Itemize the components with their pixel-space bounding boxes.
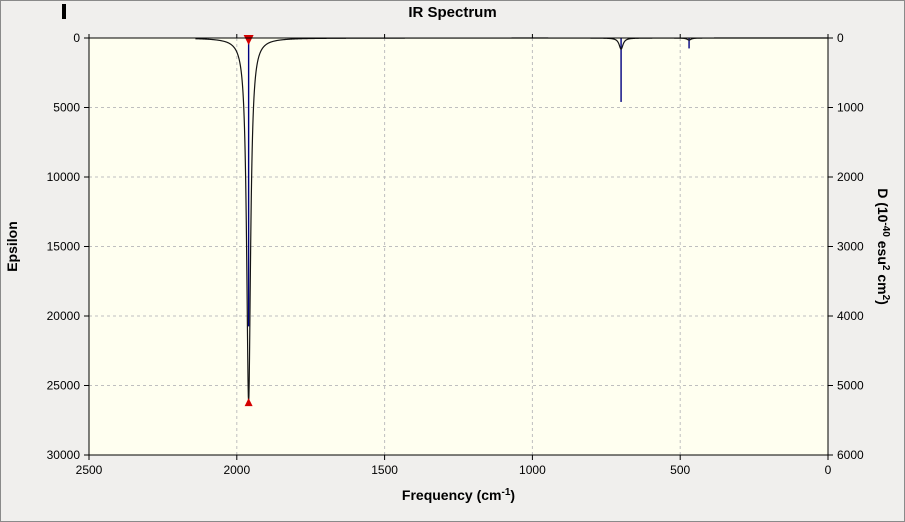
y-right-tick-label: 0 [837, 31, 844, 45]
y-right-tick-label: 2000 [837, 170, 864, 184]
y-left-tick-label: 15000 [47, 240, 81, 254]
y-right-tick-label: 6000 [837, 448, 864, 462]
text-caret-artifact [62, 4, 66, 19]
x-tick-label: 1000 [519, 463, 546, 477]
x-axis-label: Frequency (cm-1) [402, 487, 515, 503]
y-left-tick-label: 0 [73, 31, 80, 45]
x-tick-label: 1500 [371, 463, 398, 477]
y-right-tick-label: 4000 [837, 309, 864, 323]
y-left-tick-label: 30000 [47, 448, 81, 462]
plot-area [89, 38, 828, 455]
y-right-tick-label: 1000 [837, 101, 864, 115]
y-right-tick-label: 3000 [837, 240, 864, 254]
x-tick-label: 2000 [223, 463, 250, 477]
y-left-tick-label: 5000 [53, 101, 80, 115]
y-left-tick-label: 20000 [47, 309, 81, 323]
chart-title: IR Spectrum [408, 4, 497, 21]
x-tick-label: 500 [670, 463, 690, 477]
y-right-tick-label: 5000 [837, 379, 864, 393]
y-left-axis-label: Epsilon [4, 221, 20, 272]
y-right-axis-label: D (10-40 esu2 cm2) [875, 188, 891, 305]
y-left-tick-label: 25000 [47, 379, 81, 393]
y-left-tick-label: 10000 [47, 170, 81, 184]
selected-peak-tip-marker[interactable] [244, 398, 253, 407]
x-tick-label: 0 [825, 463, 832, 477]
x-tick-label: 2500 [76, 463, 103, 477]
